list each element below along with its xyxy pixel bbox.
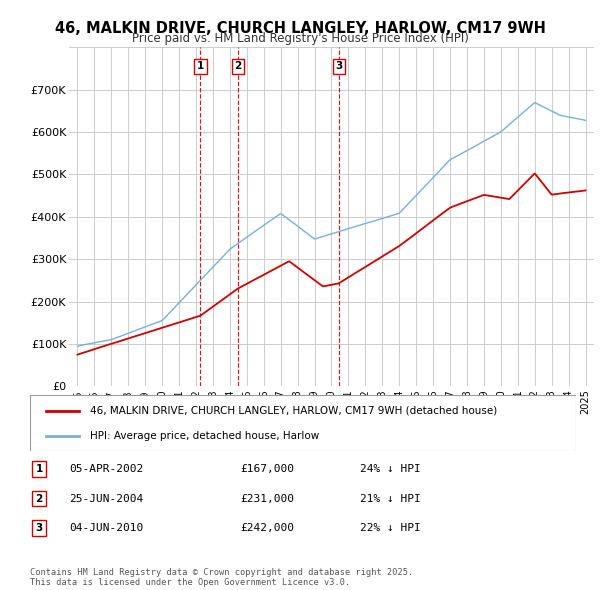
Text: 22% ↓ HPI: 22% ↓ HPI — [360, 523, 421, 533]
Text: 04-JUN-2010: 04-JUN-2010 — [69, 523, 143, 533]
Text: 1: 1 — [197, 61, 204, 71]
Text: £167,000: £167,000 — [240, 464, 294, 474]
Text: 3: 3 — [335, 61, 343, 71]
Text: 05-APR-2002: 05-APR-2002 — [69, 464, 143, 474]
Text: 2: 2 — [35, 494, 43, 503]
Text: £242,000: £242,000 — [240, 523, 294, 533]
Text: 2: 2 — [235, 61, 242, 71]
Text: 46, MALKIN DRIVE, CHURCH LANGLEY, HARLOW, CM17 9WH (detached house): 46, MALKIN DRIVE, CHURCH LANGLEY, HARLOW… — [90, 406, 497, 416]
Text: 1: 1 — [35, 464, 43, 474]
Text: HPI: Average price, detached house, Harlow: HPI: Average price, detached house, Harl… — [90, 431, 319, 441]
Text: Contains HM Land Registry data © Crown copyright and database right 2025.
This d: Contains HM Land Registry data © Crown c… — [30, 568, 413, 587]
Text: 25-JUN-2004: 25-JUN-2004 — [69, 494, 143, 503]
Text: 3: 3 — [35, 523, 43, 533]
Text: 24% ↓ HPI: 24% ↓ HPI — [360, 464, 421, 474]
Text: 21% ↓ HPI: 21% ↓ HPI — [360, 494, 421, 503]
Text: £231,000: £231,000 — [240, 494, 294, 503]
Text: Price paid vs. HM Land Registry's House Price Index (HPI): Price paid vs. HM Land Registry's House … — [131, 32, 469, 45]
Text: 46, MALKIN DRIVE, CHURCH LANGLEY, HARLOW, CM17 9WH: 46, MALKIN DRIVE, CHURCH LANGLEY, HARLOW… — [55, 21, 545, 35]
